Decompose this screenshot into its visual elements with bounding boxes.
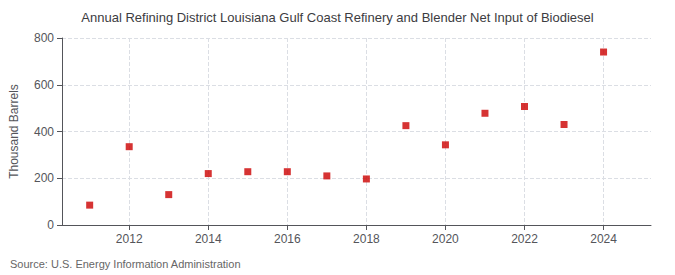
svg-text:2020: 2020 bbox=[432, 232, 459, 246]
svg-text:Thousand Barrels: Thousand Barrels bbox=[7, 84, 21, 179]
svg-text:Source: U.S. Energy Informatio: Source: U.S. Energy Information Administ… bbox=[10, 258, 241, 270]
svg-text:2016: 2016 bbox=[274, 232, 301, 246]
svg-text:800: 800 bbox=[34, 31, 54, 45]
svg-text:400: 400 bbox=[34, 125, 54, 139]
svg-text:600: 600 bbox=[34, 78, 54, 92]
svg-text:0: 0 bbox=[47, 218, 54, 232]
svg-text:2022: 2022 bbox=[511, 232, 538, 246]
svg-text:200: 200 bbox=[34, 171, 54, 185]
svg-text:2024: 2024 bbox=[590, 232, 617, 246]
svg-text:2014: 2014 bbox=[195, 232, 222, 246]
svg-text:2018: 2018 bbox=[353, 232, 380, 246]
svg-text:Annual Refining District Louis: Annual Refining District Louisiana Gulf … bbox=[81, 10, 593, 25]
svg-text:2012: 2012 bbox=[116, 232, 143, 246]
